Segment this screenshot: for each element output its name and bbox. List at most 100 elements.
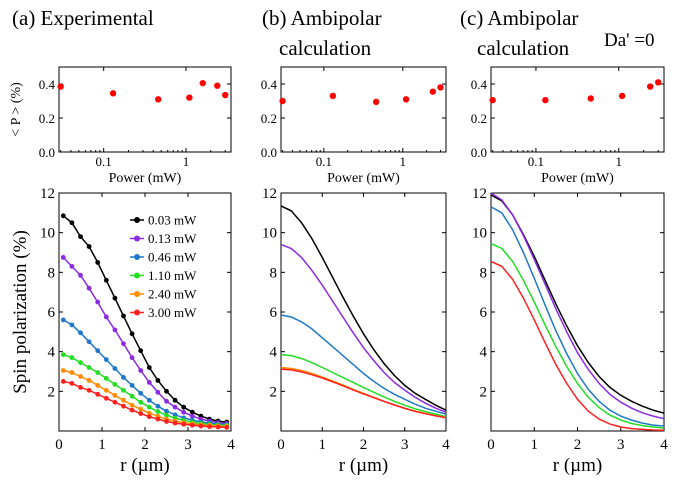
top-panel-c-xlabel: Power (mW) (541, 171, 614, 186)
bottom-panel-a-series-point (60, 317, 66, 323)
bottom-panel-a-series-point (138, 399, 144, 405)
bottom-panel-a-series-point (112, 295, 118, 301)
top-panel-a-frame (58, 66, 232, 153)
bottom-panel-c-ytick-label: 12 (472, 186, 487, 202)
bottom-panel-a-series-point (155, 409, 161, 414)
bottom-panel-a-series-point (95, 391, 101, 397)
top-panel-c-xtick-label: 1 (615, 154, 622, 169)
bottom-panel-a-series-point (112, 381, 118, 387)
bottom-panel-a-series-point (95, 260, 101, 265)
bottom-panel-a-series-point (78, 234, 83, 240)
bottom-panel-c-xtick-label: 0 (487, 437, 495, 453)
bottom-panel-a-series-point (164, 412, 169, 418)
bottom-panel-a-series-point (121, 403, 126, 409)
top-panel-b-point (429, 88, 437, 95)
top-panel-b-point (329, 92, 337, 100)
bottom-panel-a-series-point (95, 382, 101, 388)
bottom-panel-b-xtick-label: 4 (442, 437, 450, 453)
bottom-panel-a-series-point (112, 327, 118, 333)
top-panel-c-point (618, 92, 626, 100)
bottom-panel-c-ytick-label: 10 (472, 226, 487, 242)
bottom-panel-a-series-point (86, 244, 92, 249)
bottom-panel-a-series-point (103, 387, 109, 393)
bottom-panel-b-xtick-label: 2 (360, 437, 368, 453)
bottom-panel-a-series-point (112, 366, 118, 371)
bottom-panel-a-series-point (69, 322, 75, 328)
bottom-panel-a-series-point (155, 403, 161, 409)
bottom-panel-a-series-point (164, 388, 169, 394)
top-panel-b-point (279, 97, 286, 105)
bottom-panel-a-legend-marker (134, 235, 140, 242)
bottom-panel-b-xlabel: r (µm) (339, 455, 388, 476)
bottom-panel-a-series-point (112, 392, 118, 398)
bottom-panel-a-series-point (103, 395, 109, 401)
bottom-panel-a-ytick-label: 4 (48, 345, 56, 361)
bottom-panel-a-series-point (129, 393, 135, 399)
bottom-panel-a-series-point (103, 277, 109, 283)
top-panel-b-point (437, 84, 444, 91)
bottom-panel-a-series-point (146, 380, 152, 385)
top-panel-c-point (542, 96, 549, 104)
bottom-panel-a-series-point (164, 408, 169, 414)
bottom-panel-a-series-point (146, 410, 152, 416)
top-panel-b-ytick-label: 0.2 (261, 111, 277, 126)
bottom-panel-a-series-point (60, 352, 66, 358)
panel-c-title-extra-text: Da' =0 (604, 30, 655, 51)
top-panel-a-xlabel: Power (mW) (109, 171, 182, 186)
top-panel-c-point (646, 83, 654, 90)
bottom-panel-a-series-point (189, 413, 195, 419)
bottom-panel-a-series-point (164, 398, 169, 404)
bottom-panel-a-series-point (86, 365, 92, 370)
top-panel-a-point (214, 82, 221, 89)
bottom-panel-a-series-point (86, 285, 92, 291)
bottom-panel-b-ytick-label: 4 (270, 345, 278, 361)
bottom-panel-a-series-point (86, 387, 92, 393)
top-panel-a-ytick-label: 0.4 (39, 77, 56, 92)
bottom-panel-a-series-point (95, 370, 101, 375)
bottom-panel-a-series-point (95, 299, 101, 305)
bottom-panel-b-ytick-label: 8 (270, 265, 278, 281)
top-panel-a-point (57, 83, 64, 90)
bottom-panel-a-series-point (224, 425, 230, 430)
bottom-panel-a-series-point (129, 402, 135, 408)
bottom-panel-a-series-point (121, 375, 126, 380)
bottom-panel-a-legend-label: 0.46 mW (148, 250, 197, 265)
bottom-panel-a-legend-marker (134, 272, 140, 279)
bottom-panel-a-xtick-label: 4 (227, 437, 235, 453)
bottom-panel-a-series-point (78, 272, 83, 278)
bottom-panel-b-series-line (280, 314, 447, 415)
bottom-panel-a-series-point (189, 409, 195, 415)
bottom-panel-a-series-point (215, 424, 221, 430)
bottom-panel-a-series-point (78, 360, 83, 365)
bottom-panel-a-series-point (121, 397, 126, 403)
panel-b-title-line1: (b) Ambipolar (262, 6, 382, 30)
bottom-panel-a-ylabel: Spin polarization (%) (10, 230, 31, 394)
bottom-panel-a-ytick-label: 10 (40, 226, 55, 242)
bottom-panel-c-ytick-label: 4 (480, 345, 488, 361)
bottom-panel-a-series-point (181, 409, 187, 415)
bottom-panel-a-series-point (138, 411, 144, 416)
bottom-panel-a-legend-label: 3.00 mW (148, 305, 197, 320)
bottom-panel-c-ytick-label: 8 (480, 265, 488, 281)
bottom-panel-a-series-point (155, 416, 161, 422)
top-panel-b-xlabel: Power (mW) (327, 171, 400, 186)
bottom-panel-c-ytick-label: 2 (480, 384, 488, 400)
bottom-panel-b-ytick-label: 10 (262, 226, 277, 242)
top-panel-b-ytick-label: 0.4 (261, 77, 278, 92)
bottom-panel-a-series-point (155, 389, 161, 395)
bottom-panel-b-ytick-label: 6 (270, 305, 278, 321)
bottom-panel-a-series-point (121, 341, 126, 347)
top-panel-c-xtick-label: 0.1 (528, 154, 544, 169)
bottom-panel-b-xtick-label: 1 (319, 437, 327, 453)
bottom-panel-a-ytick-label: 12 (40, 186, 55, 202)
bottom-panel-a-series-point (138, 406, 144, 412)
bottom-panel-a-series-point (60, 255, 66, 260)
top-panel-b-ytick-label: 0.0 (261, 145, 277, 160)
bottom-panel-a-series-point (121, 387, 126, 393)
bottom-panel-a-series-point (103, 376, 109, 381)
bottom-panel-a-series-point (198, 423, 204, 429)
bottom-panel-c-xtick-label: 4 (660, 437, 668, 453)
bottom-panel-a-series-point (86, 339, 92, 345)
